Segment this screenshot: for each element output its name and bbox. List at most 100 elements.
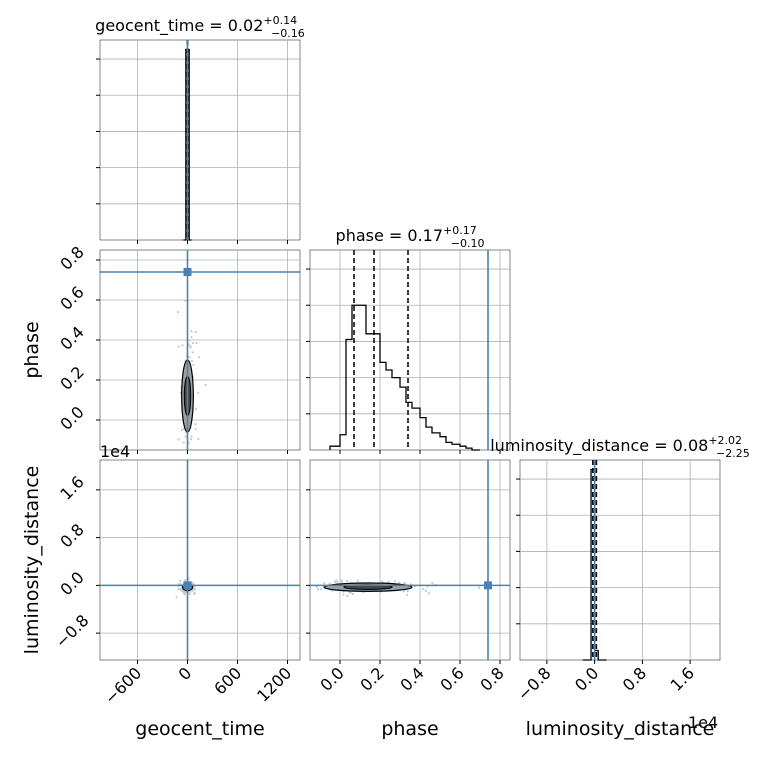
sample-point bbox=[188, 356, 191, 359]
sample-point bbox=[387, 580, 390, 584]
sample-point bbox=[427, 592, 430, 595]
ylabel-phase: phase bbox=[21, 321, 43, 378]
tick-label-x-luminosity_distance: 0.8 bbox=[619, 663, 650, 694]
sample-point bbox=[356, 579, 359, 582]
sample-point bbox=[477, 586, 481, 589]
panel-frame bbox=[309, 459, 511, 661]
panel-luminosity_distance-vs-hist: −0.8 0.0 0.8 1.6 bbox=[514, 459, 721, 704]
sample-point bbox=[315, 585, 318, 588]
sample-point bbox=[184, 435, 187, 438]
sample-point bbox=[187, 454, 189, 456]
sample-point bbox=[393, 580, 396, 583]
xlabel-phase: phase bbox=[381, 718, 438, 740]
tick-label-y-phase: 0.2 bbox=[56, 362, 87, 393]
truth-marker bbox=[183, 268, 192, 276]
tick-label-y-phase: 0.0 bbox=[56, 402, 87, 433]
sample-point bbox=[178, 582, 181, 585]
panel-geocent_time-vs-hist bbox=[96, 39, 301, 244]
ylabel-luminosity-distance: luminosity_distance bbox=[21, 466, 43, 655]
title-luminosity-distance-sup: +2.02 bbox=[708, 434, 742, 447]
sample-point bbox=[336, 581, 339, 584]
sample-point bbox=[381, 580, 384, 583]
sample-point bbox=[342, 593, 345, 596]
title-geocent-time: geocent_time = 0.02+0.14 −0.16 bbox=[95, 14, 305, 40]
sample-point bbox=[190, 330, 193, 333]
sample-point bbox=[323, 582, 326, 585]
sample-point bbox=[177, 438, 180, 441]
title-geocent-time-sub: −0.16 bbox=[271, 27, 305, 40]
tick-label-y-luminosity_distance: 0.8 bbox=[56, 520, 87, 551]
title-phase-main: phase = 0.17 bbox=[336, 226, 443, 245]
sample-point bbox=[194, 331, 197, 334]
tick-label-y-phase: 0.8 bbox=[56, 242, 87, 273]
tick-label-x-geocent_time: −600 bbox=[101, 663, 146, 708]
sample-point bbox=[183, 299, 187, 302]
tick-label-y-luminosity_distance: 1.6 bbox=[56, 472, 87, 503]
sample-point bbox=[317, 588, 320, 591]
sample-point bbox=[175, 596, 178, 599]
title-geocent-time-main: geocent_time = 0.02 bbox=[95, 16, 263, 36]
sample-point bbox=[181, 344, 184, 347]
sample-point bbox=[190, 335, 193, 339]
title-luminosity-distance: luminosity_distance = 0.08+2.02 −2.25 bbox=[490, 434, 750, 460]
tick-label-x-geocent_time: 1200 bbox=[253, 663, 295, 705]
truth-marker bbox=[183, 581, 192, 590]
title-luminosity-distance-sub: −2.25 bbox=[716, 447, 750, 460]
tick-label-y-phase: 0.6 bbox=[56, 282, 87, 313]
histogram-phase bbox=[329, 304, 480, 451]
sample-point bbox=[189, 345, 192, 348]
tick-label-y-luminosity_distance: −0.8 bbox=[52, 611, 93, 652]
title-luminosity-distance-main: luminosity_distance = 0.08 bbox=[490, 436, 708, 456]
panel-frame bbox=[309, 249, 511, 451]
tick-label-x-phase: 0.2 bbox=[356, 663, 387, 694]
sample-point bbox=[302, 578, 304, 580]
sample-point bbox=[177, 345, 180, 348]
panel-frame bbox=[99, 249, 301, 451]
sample-point bbox=[194, 408, 197, 411]
sample-point bbox=[191, 351, 194, 354]
sample-point bbox=[351, 593, 355, 596]
sample-point bbox=[181, 590, 184, 593]
sample-point bbox=[177, 588, 180, 591]
sample-point bbox=[403, 590, 406, 593]
sample-point bbox=[182, 441, 185, 444]
sample-point bbox=[403, 581, 407, 585]
sample-point bbox=[301, 580, 303, 582]
title-phase: phase = 0.17+0.17 −0.10 bbox=[336, 224, 485, 250]
sample-point bbox=[406, 593, 409, 596]
panel-frame bbox=[99, 459, 301, 661]
sample-point bbox=[176, 310, 179, 314]
sample-point bbox=[431, 582, 434, 585]
sample-point bbox=[348, 591, 351, 594]
sample-point bbox=[188, 590, 191, 593]
xlabel-geocent-time: geocent_time bbox=[135, 718, 264, 740]
sample-point bbox=[193, 592, 196, 595]
sample-point bbox=[333, 580, 337, 583]
tick-label-x-geocent_time: 600 bbox=[210, 663, 245, 698]
tick-label-x-luminosity_distance: −0.8 bbox=[514, 663, 555, 704]
sample-point bbox=[194, 427, 197, 431]
sample-point bbox=[182, 427, 185, 431]
sample-point bbox=[189, 438, 193, 441]
panel-phase-vs-luminosity_distance: 0.0 0.2 0.4 0.6 0.8 bbox=[301, 459, 511, 695]
sample-point bbox=[195, 341, 198, 345]
title-phase-sub: −0.10 bbox=[451, 237, 485, 250]
sample-point bbox=[180, 428, 183, 432]
sample-point bbox=[346, 594, 349, 598]
sample-point bbox=[197, 356, 201, 359]
sample-point bbox=[398, 581, 401, 584]
tick-label-y-luminosity_distance: 0.0 bbox=[56, 568, 87, 599]
tick-label-x-luminosity_distance: 1.6 bbox=[667, 663, 698, 694]
offset-text-x-luminosity-distance: 1e4 bbox=[688, 713, 718, 732]
truth-marker bbox=[484, 581, 492, 590]
tick-label-x-phase: 0.6 bbox=[436, 663, 467, 694]
tick-label-x-luminosity_distance: 0.0 bbox=[571, 663, 602, 694]
panel-phase-vs-hist bbox=[306, 249, 511, 454]
panel-geocent_time-vs-phase: 0.0 0.2 0.4 0.6 0.8 bbox=[56, 242, 301, 456]
sample-point bbox=[191, 589, 194, 592]
sample-point bbox=[191, 342, 194, 345]
sample-point bbox=[184, 579, 187, 582]
panel-geocent_time-vs-luminosity_distance: −600 0 600 1200 −0.8 0.0 0.8 1.6 bbox=[52, 459, 301, 708]
tick-label-x-geocent_time: 0 bbox=[175, 663, 196, 684]
sample-point bbox=[196, 391, 200, 394]
